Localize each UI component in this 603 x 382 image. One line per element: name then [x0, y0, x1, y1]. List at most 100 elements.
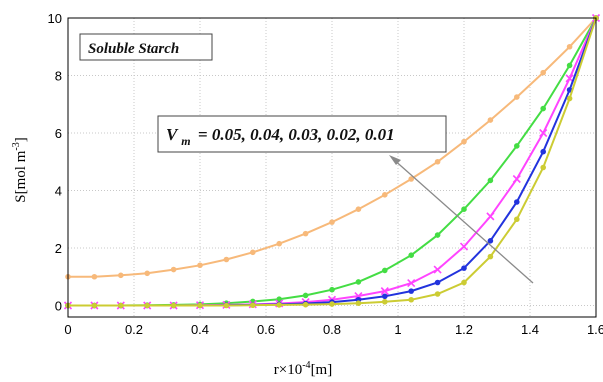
data-point: [434, 279, 441, 286]
data-point: [461, 279, 467, 286]
x-tick-label: 0: [64, 322, 71, 337]
data-point: [514, 199, 520, 205]
x-tick-label: 1.2: [455, 322, 473, 337]
data-point: [91, 302, 98, 309]
data-point: [382, 267, 388, 274]
data-point: [302, 301, 309, 308]
x-axis-title: r×10-4[m]: [274, 360, 332, 378]
data-point: [118, 272, 124, 279]
data-point: [461, 265, 467, 271]
data-point: [302, 230, 309, 237]
data-point: [407, 279, 416, 288]
data-point: [355, 206, 362, 212]
data-point: [487, 238, 494, 244]
data-point: [408, 252, 415, 258]
plot-frame: [67, 17, 597, 318]
data-point: [329, 219, 335, 225]
data-point: [487, 253, 494, 260]
x-tick-label: 0.4: [191, 322, 209, 337]
series-line: [68, 17, 597, 307]
y-tick-label: 4: [55, 184, 62, 199]
data-point: [512, 174, 521, 184]
vm-values: = 0.05, 0.04, 0.03, 0.02, 0.01: [198, 125, 395, 144]
annotation-arrowhead: [389, 155, 401, 165]
annotation-arrow: [391, 157, 534, 284]
data-point: [408, 288, 415, 294]
data-point: [197, 262, 203, 269]
data-point: [487, 117, 494, 123]
series-line: [68, 17, 597, 307]
data-point: [540, 164, 546, 171]
data-point: [380, 287, 389, 296]
data-point: [144, 270, 150, 277]
data-point: [514, 216, 520, 223]
series-1: [65, 15, 599, 280]
data-point: [486, 212, 495, 221]
data-point: [197, 302, 203, 309]
data-point: [118, 302, 124, 309]
data-point: [408, 176, 415, 182]
data-point: [355, 300, 362, 307]
x-tick-label: 0.8: [323, 322, 341, 337]
data-point: [540, 69, 546, 76]
data-point: [514, 94, 520, 100]
y-tick-label: 6: [55, 126, 62, 141]
data-point: [382, 293, 388, 300]
vm-subscript: m: [181, 134, 190, 148]
data-point: [540, 148, 546, 155]
data-point: [434, 291, 441, 297]
data-point: [434, 158, 441, 165]
chart-title-box: Soluble Starch: [79, 33, 213, 61]
data-point: [566, 95, 573, 102]
data-point: [276, 302, 283, 308]
data-point: [566, 43, 573, 50]
data-point: [329, 286, 335, 293]
x-tick-label: 0.6: [257, 322, 275, 337]
y-tick-label: 10: [48, 11, 62, 26]
series-line: [68, 17, 597, 307]
series-line: [68, 17, 597, 307]
data-point: [539, 128, 548, 138]
data-point: [382, 192, 388, 198]
svg-text:V m = 0.05, 0.04,: V m = 0.05, 0.04, 0.03, 0.02, 0.01: [166, 125, 395, 149]
data-point: [408, 296, 415, 303]
vm-annotation: V m = 0.05, 0.04, 0.03, 0.02, 0.01: [157, 115, 447, 153]
data-point: [276, 240, 283, 247]
data-point: [276, 296, 283, 302]
data-point: [355, 279, 362, 285]
y-axis-title: S[mol m-3]: [11, 137, 29, 202]
data-point: [329, 301, 335, 307]
data-point: [433, 265, 442, 274]
data-point: [461, 138, 467, 145]
data-point: [566, 62, 573, 69]
data-point: [223, 256, 230, 263]
data-point: [540, 105, 546, 112]
y-tick-label: 0: [55, 299, 62, 314]
chart-title: Soluble Starch: [88, 41, 179, 57]
x-tick-label: 1.4: [521, 322, 539, 337]
data-point: [514, 143, 520, 149]
x-tick-label: 0.2: [125, 322, 143, 337]
data-point: [91, 273, 98, 280]
data-point: [250, 249, 256, 256]
data-point: [223, 302, 230, 309]
data-point: [144, 302, 150, 309]
data-point: [170, 302, 177, 309]
series-5: [65, 15, 599, 309]
y-tick-label: 2: [55, 241, 62, 256]
data-point: [302, 292, 309, 299]
x-tick-label: 1: [394, 322, 401, 337]
y-tick-label: 8: [55, 69, 62, 84]
data-point: [461, 206, 467, 212]
vm-symbol: V: [166, 125, 179, 144]
data-point: [434, 232, 441, 238]
x-tick-label: 1.6: [587, 322, 603, 337]
data-point: [250, 302, 256, 309]
data-point: [382, 298, 388, 305]
data-point: [459, 242, 469, 251]
data-point: [170, 266, 177, 273]
y-tick-labels: 0 2 4 6 8 10: [48, 11, 62, 314]
data-point: [487, 177, 494, 184]
x-tick-labels: 0 0.2 0.4 0.6 0.8 1 1.2 1.4 1.6: [64, 322, 603, 337]
